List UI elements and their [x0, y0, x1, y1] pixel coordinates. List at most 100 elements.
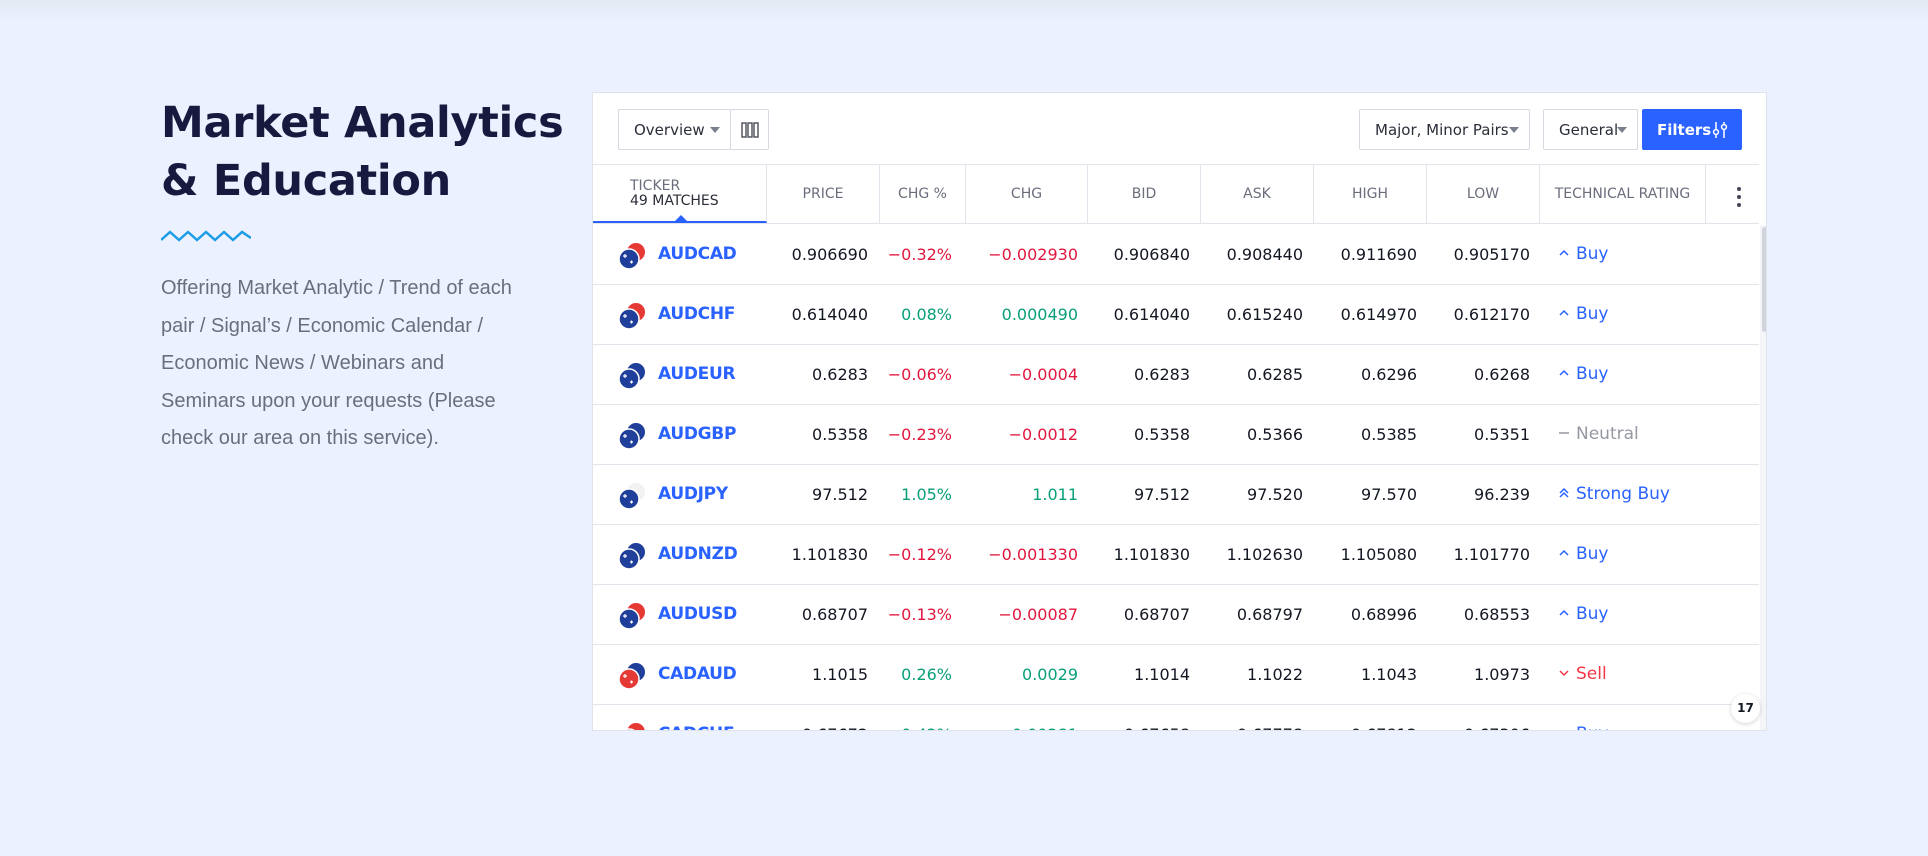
- currency-flag-icon: [618, 242, 646, 270]
- high-cell: 97.570: [1361, 485, 1417, 504]
- columns-button[interactable]: [730, 109, 769, 150]
- bid-cell: 0.6283: [1134, 365, 1190, 384]
- bid-cell: 0.614040: [1113, 305, 1190, 324]
- top-shadow: [0, 0, 1928, 22]
- tradingview-logo-icon[interactable]: 17: [1731, 694, 1760, 723]
- column-ticker-label: TICKER: [630, 178, 681, 194]
- price-cell: 0.6283: [812, 365, 868, 384]
- column-bid[interactable]: BID: [1088, 165, 1201, 223]
- chevron-up-icon: [1559, 369, 1569, 376]
- technical-rating-cell[interactable]: Buy: [1558, 225, 1758, 284]
- technical-rating-label: Neutral: [1576, 424, 1639, 444]
- ticker-symbol-link[interactable]: AUDGBP: [658, 424, 737, 444]
- chg-cell: 0.0029: [1022, 665, 1078, 684]
- columns-icon: [740, 121, 759, 138]
- high-cell: 0.911690: [1340, 245, 1417, 264]
- high-cell: 0.614970: [1340, 305, 1417, 324]
- ticker-symbol-link[interactable]: CADCHF: [658, 705, 735, 730]
- market-screener-widget: Overview Major, Minor Pairs General Filt…: [592, 92, 1767, 731]
- technical-rating-cell[interactable]: Sell: [1558, 645, 1758, 704]
- ticker-symbol-link[interactable]: AUDUSD: [658, 604, 737, 624]
- technical-rating-cell[interactable]: Buy: [1558, 285, 1758, 344]
- filters-button[interactable]: Filters: [1642, 109, 1742, 150]
- screener-toolbar: Overview Major, Minor Pairs General Filt…: [593, 93, 1766, 164]
- technical-rating-cell[interactable]: Buy: [1558, 585, 1758, 644]
- price-cell: 1.101830: [791, 545, 868, 564]
- price-cell: 0.67672: [767, 705, 868, 730]
- table-row[interactable]: AUDGBP 0.5358 −0.23% −0.0012 0.5358 0.5366 0.5…: [593, 405, 1759, 465]
- low-cell: 1.101770: [1453, 545, 1530, 564]
- table-header: TICKER 49 MATCHES PRICE CHG % CHG BID AS…: [593, 164, 1759, 224]
- table-row[interactable]: AUDJPY 97.512 1.05% 1.011 97.512 97.520 97.570…: [593, 465, 1759, 525]
- chg-percent-cell: −0.06%: [887, 365, 952, 384]
- ask-cell: 0.68797: [1236, 605, 1303, 624]
- ask-cell: 0.5366: [1247, 425, 1303, 444]
- view-dropdown[interactable]: Overview: [618, 109, 731, 150]
- ticker-symbol-link[interactable]: AUDJPY: [658, 484, 728, 504]
- column-technical-rating[interactable]: TECHNICAL RATING: [1540, 165, 1706, 223]
- table-row[interactable]: AUDCAD 0.906690 −0.32% −0.002930 0.906840 0.9…: [593, 225, 1759, 285]
- technical-rating-cell[interactable]: Buy: [1558, 705, 1758, 730]
- table-row[interactable]: AUDEUR 0.6283 −0.06% −0.0004 0.6283 0.6285 0.6…: [593, 345, 1759, 405]
- technical-rating-label: Buy: [1576, 304, 1609, 324]
- currency-flag-icon: [618, 302, 646, 330]
- currency-flag-icon: [618, 542, 646, 570]
- technical-rating-label: Buy: [1576, 724, 1609, 730]
- category-dropdown[interactable]: General: [1543, 109, 1638, 150]
- table-row[interactable]: AUDCHF 0.614040 0.08% 0.000490 0.614040 0.615…: [593, 285, 1759, 345]
- ticker-symbol-link[interactable]: AUDCAD: [658, 244, 737, 264]
- currency-flag-icon: [623, 722, 646, 730]
- column-price[interactable]: PRICE: [767, 165, 880, 223]
- column-chg-percent[interactable]: CHG %: [880, 165, 966, 223]
- technical-rating-cell[interactable]: Buy: [1558, 345, 1758, 404]
- chevron-down-icon: [1617, 127, 1627, 133]
- column-menu-button[interactable]: [1729, 187, 1749, 207]
- ticker-symbol-link[interactable]: AUDCHF: [658, 304, 736, 324]
- table-row[interactable]: AUDNZD 1.101830 −0.12% −0.001330 1.101830 1.1…: [593, 525, 1759, 585]
- table-row[interactable]: CADCHF 0.67672 0.42% 0.00281 0.67658 0.67778 0…: [593, 705, 1759, 730]
- high-cell: 0.68996: [1350, 605, 1417, 624]
- column-low[interactable]: LOW: [1427, 165, 1540, 223]
- technical-rating-cell[interactable]: Buy: [1558, 525, 1758, 584]
- section-title: Market Analytics & Education: [161, 94, 564, 210]
- chg-cell: 0.000490: [1001, 305, 1078, 324]
- bid-cell: 1.1014: [1134, 665, 1190, 684]
- ticker-symbol-link[interactable]: AUDNZD: [658, 544, 738, 564]
- pairs-dropdown[interactable]: Major, Minor Pairs: [1359, 109, 1530, 150]
- technical-rating-cell[interactable]: Strong Buy: [1558, 465, 1758, 524]
- chevron-down-icon: [710, 127, 720, 133]
- chevron-up-icon: [1563, 729, 1565, 730]
- column-ask[interactable]: ASK: [1201, 165, 1314, 223]
- chevron-down-icon: [1509, 127, 1519, 133]
- sliders-icon: [1712, 122, 1728, 138]
- chg-percent-cell: −0.23%: [887, 425, 952, 444]
- currency-flag-icon: [618, 602, 646, 630]
- ask-cell: 1.1022: [1247, 665, 1303, 684]
- table-row[interactable]: AUDUSD 0.68707 −0.13% −0.00087 0.68707 0.6879…: [593, 585, 1759, 645]
- chg-percent-cell: 0.42%: [883, 705, 952, 730]
- scrollbar-thumb[interactable]: [1762, 227, 1766, 332]
- high-cell: 0.6296: [1361, 365, 1417, 384]
- low-cell: 0.67306: [1430, 705, 1530, 730]
- ticker-symbol-link[interactable]: AUDEUR: [658, 364, 736, 384]
- ask-cell: 97.520: [1247, 485, 1303, 504]
- high-cell: 1.105080: [1340, 545, 1417, 564]
- bid-cell: 1.101830: [1113, 545, 1190, 564]
- chg-cell: −0.0004: [1008, 365, 1078, 384]
- scrollbar-track[interactable]: [1760, 225, 1766, 730]
- technical-rating-label: Strong Buy: [1576, 484, 1670, 504]
- technical-rating-cell[interactable]: Neutral: [1558, 405, 1758, 464]
- column-high[interactable]: HIGH: [1314, 165, 1427, 223]
- category-dropdown-label: General: [1559, 120, 1619, 139]
- chg-percent-cell: 0.08%: [901, 305, 952, 324]
- ticker-list: AUDCAD 0.906690 −0.32% −0.002930 0.906840 0.9…: [593, 225, 1759, 730]
- bid-cell: 0.68707: [1123, 605, 1190, 624]
- low-cell: 0.5351: [1474, 425, 1530, 444]
- chg-cell: −0.0012: [1008, 425, 1078, 444]
- ticker-symbol-link[interactable]: CADAUD: [658, 664, 737, 684]
- matches-count: 49 MATCHES: [630, 193, 719, 209]
- dot-icon: [1737, 203, 1741, 207]
- column-chg[interactable]: CHG: [966, 165, 1088, 223]
- column-ticker[interactable]: TICKER 49 MATCHES: [593, 165, 767, 223]
- table-row[interactable]: CADAUD 1.1015 0.26% 0.0029 1.1014 1.1022 1.104…: [593, 645, 1759, 705]
